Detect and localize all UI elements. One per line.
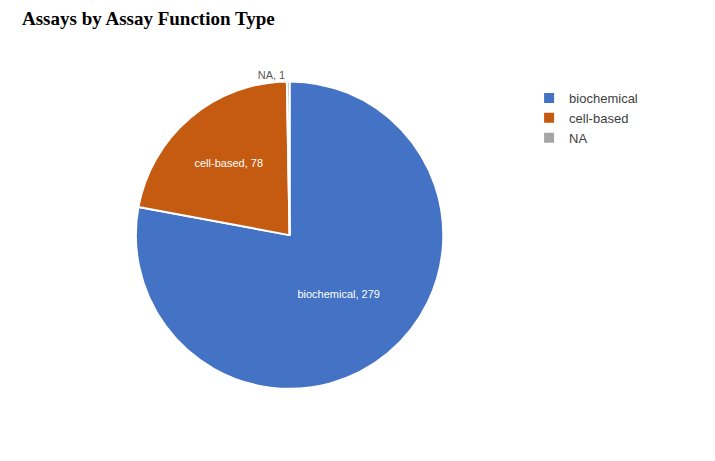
svg-text:biochemical, 279: biochemical, 279 <box>297 288 380 300</box>
svg-text:cell-based: cell-based <box>569 111 628 126</box>
svg-text:Assays by Assay Function Type: Assays by Assay Function Type <box>22 8 275 29</box>
svg-text:NA, 1: NA, 1 <box>258 69 286 81</box>
svg-text:NA: NA <box>569 131 587 146</box>
svg-text:cell-based, 78: cell-based, 78 <box>195 157 264 169</box>
svg-text:biochemical: biochemical <box>569 91 638 106</box>
